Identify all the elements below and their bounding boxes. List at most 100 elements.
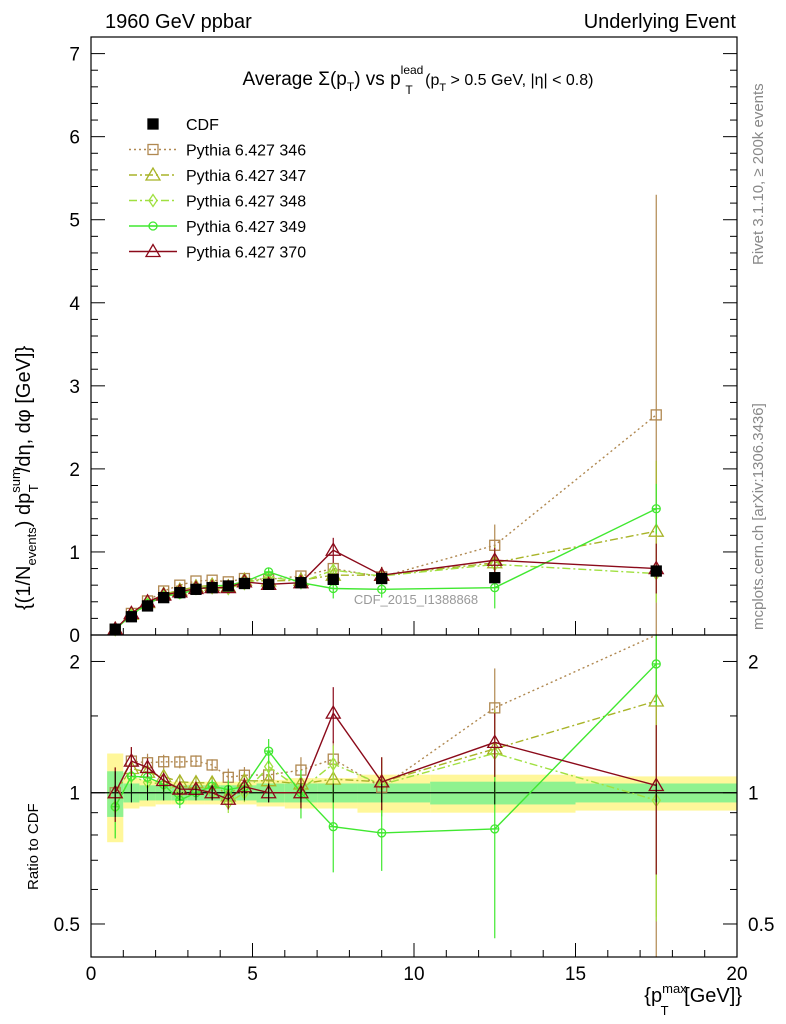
x-tick-label: 20 [726,964,747,985]
legend-label: Pythia 6.427 370 [186,245,306,262]
marker-triangle [486,551,503,566]
marker-triangle [220,790,237,805]
legend-label: Pythia 6.427 347 [186,168,306,185]
ylabel-tail: /dη, dφ [GeV]} [13,346,35,473]
header-left: 1960 GeV ppbar [105,11,252,33]
legend-item-p370: Pythia 6.427 370 [129,243,306,262]
legend-item-p349: Pythia 6.427 349 [129,219,306,236]
y-tick-label-ratio: 0.5 [54,915,80,936]
marker-diamond [328,756,339,772]
title-mid: ) vs p [354,69,400,90]
marker-square [109,623,121,635]
ylabel-ratio: Ratio to CDF [25,803,42,890]
title-tail: (p [421,72,440,89]
marker-triangle [144,243,162,258]
axis-ticks: 0 5 10 15 20 0 1 2 3 4 5 6 7 0.5 0.5 1 1 2 2 [54,45,775,985]
title-main: Average Σ(p [243,69,347,90]
series-layer [107,194,665,957]
xlabel-sub: T [661,1003,669,1018]
legend-label: Pythia 6.427 346 [186,143,306,160]
y-tick-label-ratio: 2 [69,652,80,673]
watermark: CDF_2015_I1388868 [354,592,478,607]
marker-square [125,611,138,623]
marker-triangle [648,692,665,707]
rivet-label: Rivet 3.1.10, ≥ 200k events [750,83,767,265]
series-p349 [110,483,661,939]
marker-triangle [486,734,503,749]
y-tick-label-main: 0 [69,626,80,647]
marker-square [174,586,186,599]
xlabel: {pmax T [GeV]} [644,981,742,1018]
marker-square [327,573,339,586]
marker-diamond [263,759,274,774]
xlabel-main: {p [644,985,662,1007]
y-tick-label-ratio-right: 2 [748,652,759,673]
ylabel-T: T [26,484,41,492]
marker-diamond [148,193,158,208]
marker-square [238,577,251,590]
x-tick-label: 0 [86,964,97,985]
x-tick-label: 5 [247,964,258,985]
marker-square [190,755,202,767]
legend-item-cdf: CDF [147,117,219,134]
header-right: Underlying Event [584,11,737,33]
y-tick-label-main: 4 [69,294,80,315]
marker-square [158,756,170,768]
marker-square [147,143,159,156]
marker-square [174,756,186,768]
marker-triangle [325,541,342,556]
ylabel-sum: sum [8,468,23,493]
title-end: > 0.5 GeV, |η| < 0.8) [446,72,593,89]
xlabel-tail: [GeV]} [679,985,743,1007]
marker-square [147,118,159,130]
series-cdf [109,565,662,817]
marker-triangle [123,752,140,767]
y-tick-label-main: 1 [69,543,80,564]
series-p347 [107,460,665,917]
ylabel-events: events [24,527,39,566]
marker-square [222,580,234,592]
marker-triangle [325,704,342,719]
y-tick-label-main: 7 [69,45,80,66]
y-tick-label-ratio-right: 1 [748,784,759,805]
series-line-ratio [114,752,657,808]
y-tick-label-main: 6 [69,128,80,149]
marker-square [206,582,218,594]
marker-square [489,572,501,584]
legend-item-p348: Pythia 6.427 348 [129,193,306,211]
mcplots-label: mcplots.cern.ch [arXiv:1306.3436] [750,403,767,630]
ratio-frame [90,634,738,958]
title-sup: lead [401,63,424,77]
ylabel-part2: ) dp [13,493,35,527]
marker-square [206,759,218,771]
uncertainty-bands [91,753,737,843]
marker-triangle [139,759,156,774]
plot-title: Average Σ(pT) vs plead T (pT > 0.5 GeV, |… [243,63,594,97]
legend: CDF Pythia 6.427 346 Pythia 6.427 347 Pythi… [129,117,306,262]
ylabel-main: {(1/Nevents) dpsum T/dη, dφ [GeV]} [8,346,41,610]
x-tick-label: 10 [403,964,424,985]
legend-item-p346: Pythia 6.427 346 [129,143,306,160]
marker-square [190,583,202,595]
ylabel-part1: {(1/N [13,566,35,610]
marker-square [158,591,170,604]
xlabel-sup: max [662,981,687,996]
series-line-ratio [114,634,657,794]
y-tick-label-main: 2 [69,460,80,481]
y-tick-label-main: 5 [69,211,80,232]
y-tick-label-ratio: 1 [69,784,80,805]
title-sub2: T [405,83,413,97]
legend-label: Pythia 6.427 349 [186,219,306,236]
marker-square [650,565,662,577]
marker-square [262,578,275,590]
marker-square [295,577,307,589]
marker-square [650,409,662,421]
y-tick-label-ratio-right: 0.5 [748,915,774,936]
title-sub3: T [439,82,446,94]
x-tick-label: 15 [565,964,586,985]
marker-triangle [648,522,665,537]
marker-triangle [144,166,162,181]
marker-square [141,600,154,612]
legend-label: Pythia 6.427 348 [186,194,306,211]
